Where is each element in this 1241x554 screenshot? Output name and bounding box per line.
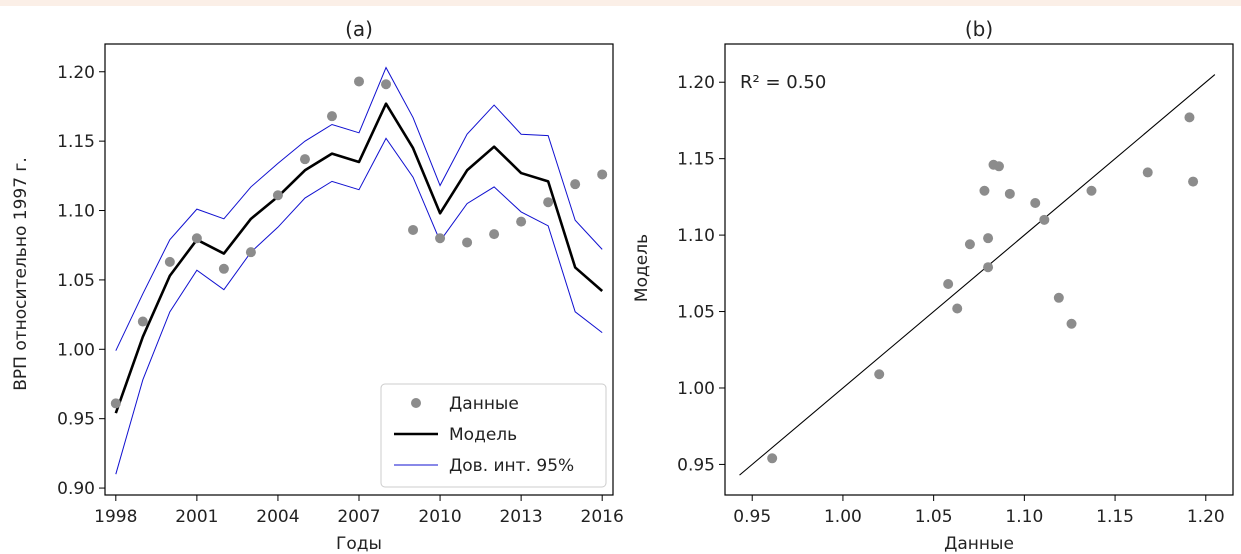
scatter-point: [1004, 188, 1015, 199]
data-point: [354, 76, 364, 87]
legend-label-data: Данные: [449, 394, 519, 414]
b-ytick-label: 1.20: [677, 73, 715, 93]
data-point: [543, 197, 554, 208]
legend-label-ci: Дов. инт. 95%: [449, 456, 574, 476]
scatter-point: [979, 185, 990, 196]
panel-a-xlabel: Годы: [336, 534, 382, 554]
scatter-point: [983, 262, 994, 273]
a-ytick-label: 0.90: [57, 479, 95, 499]
panel-b: (b) Данные Модель 0.95 1.00 1.05 1.10 1.15 1.…: [632, 17, 1234, 554]
b-xtick-label: 1.15: [1096, 507, 1134, 527]
a-ytick-label: 1.10: [57, 202, 95, 222]
data-point: [516, 216, 527, 227]
b-ytick-label: 1.00: [677, 379, 715, 399]
a-xtick-label: 2013: [499, 507, 542, 527]
data-point: [137, 316, 148, 327]
data-point: [299, 154, 310, 165]
b-xtick-label: 1.10: [1005, 507, 1043, 527]
legend-box: [380, 383, 607, 488]
scatter-point: [952, 303, 963, 314]
scatter-point: [1066, 318, 1077, 329]
ci-upper-line: [115, 66, 603, 351]
r2-annotation: R² = 0.50: [740, 72, 826, 93]
panel-a-title: (a): [345, 17, 373, 41]
scatter-point: [1039, 214, 1050, 225]
data-point: [110, 398, 121, 409]
b-xtick-label: 1.20: [1187, 507, 1225, 527]
b-ytick-label: 1.05: [677, 303, 715, 323]
legend-label-model: Модель: [449, 425, 517, 445]
panel-a-frame: [104, 43, 614, 496]
b-xtick-label: 0.95: [733, 507, 771, 527]
scatter-point: [1030, 197, 1041, 208]
scatter-point: [943, 279, 954, 290]
scatter-point: [1142, 167, 1153, 178]
scatter-point: [983, 233, 994, 244]
scatter-point: [1086, 185, 1097, 196]
data-point: [218, 263, 229, 274]
scatter-point: [993, 161, 1004, 172]
data-point: [408, 224, 419, 235]
b-ytick-label: 0.95: [677, 455, 715, 475]
scatter-point: [767, 453, 778, 464]
data-point: [462, 237, 473, 248]
panel-a: (a) Годы ВРП относительно 1997 г. 1998 20…: [11, 17, 624, 554]
a-xtick-label: 2010: [418, 507, 461, 527]
a-ytick-label: 0.95: [57, 410, 95, 430]
legend-marker-data: [411, 398, 421, 408]
data-point: [489, 229, 500, 240]
panel-b-frame: [724, 43, 1234, 496]
scatter-point: [874, 369, 885, 380]
b-ytick-label: 1.15: [677, 150, 715, 170]
data-point: [272, 190, 283, 201]
a-xtick-label: 2007: [337, 507, 380, 527]
a-xtick-label: 2001: [175, 507, 218, 527]
ci-lower-line: [115, 137, 603, 475]
a-xtick-label: 2004: [256, 507, 299, 527]
panel-b-ylabel: Модель: [632, 234, 652, 302]
a-xtick-label: 2016: [581, 507, 624, 527]
data-point: [381, 79, 392, 90]
panel-b-xlabel: Данные: [944, 534, 1014, 554]
model-line: [114, 102, 604, 414]
data-point: [326, 111, 337, 122]
data-point: [597, 169, 608, 180]
data-point: [164, 256, 175, 267]
data-point: [570, 179, 581, 190]
a-ytick-label: 1.20: [57, 63, 95, 83]
b-xtick-label: 1.00: [824, 507, 862, 527]
panel-a-ylabel: ВРП относительно 1997 г.: [11, 157, 31, 390]
legend: Данные Модель Дов. инт. 95%: [380, 383, 607, 488]
b-ytick-label: 1.10: [677, 226, 715, 246]
a-ytick-label: 1.15: [57, 132, 95, 152]
b-xtick-label: 1.05: [915, 507, 953, 527]
scatter-point: [1188, 176, 1199, 187]
data-point: [245, 247, 256, 258]
data-point: [435, 233, 446, 244]
scatter-point: [1053, 292, 1064, 303]
a-ytick-label: 1.05: [57, 271, 95, 291]
panel-b-title: (b): [965, 17, 993, 41]
scatter-point: [1184, 112, 1195, 123]
identity-line: [739, 74, 1216, 476]
data-point: [191, 233, 202, 244]
top-band: [0, 0, 1241, 6]
a-ytick-label: 1.00: [57, 340, 95, 360]
scatter-point: [964, 239, 975, 250]
a-xtick-label: 1998: [94, 507, 137, 527]
